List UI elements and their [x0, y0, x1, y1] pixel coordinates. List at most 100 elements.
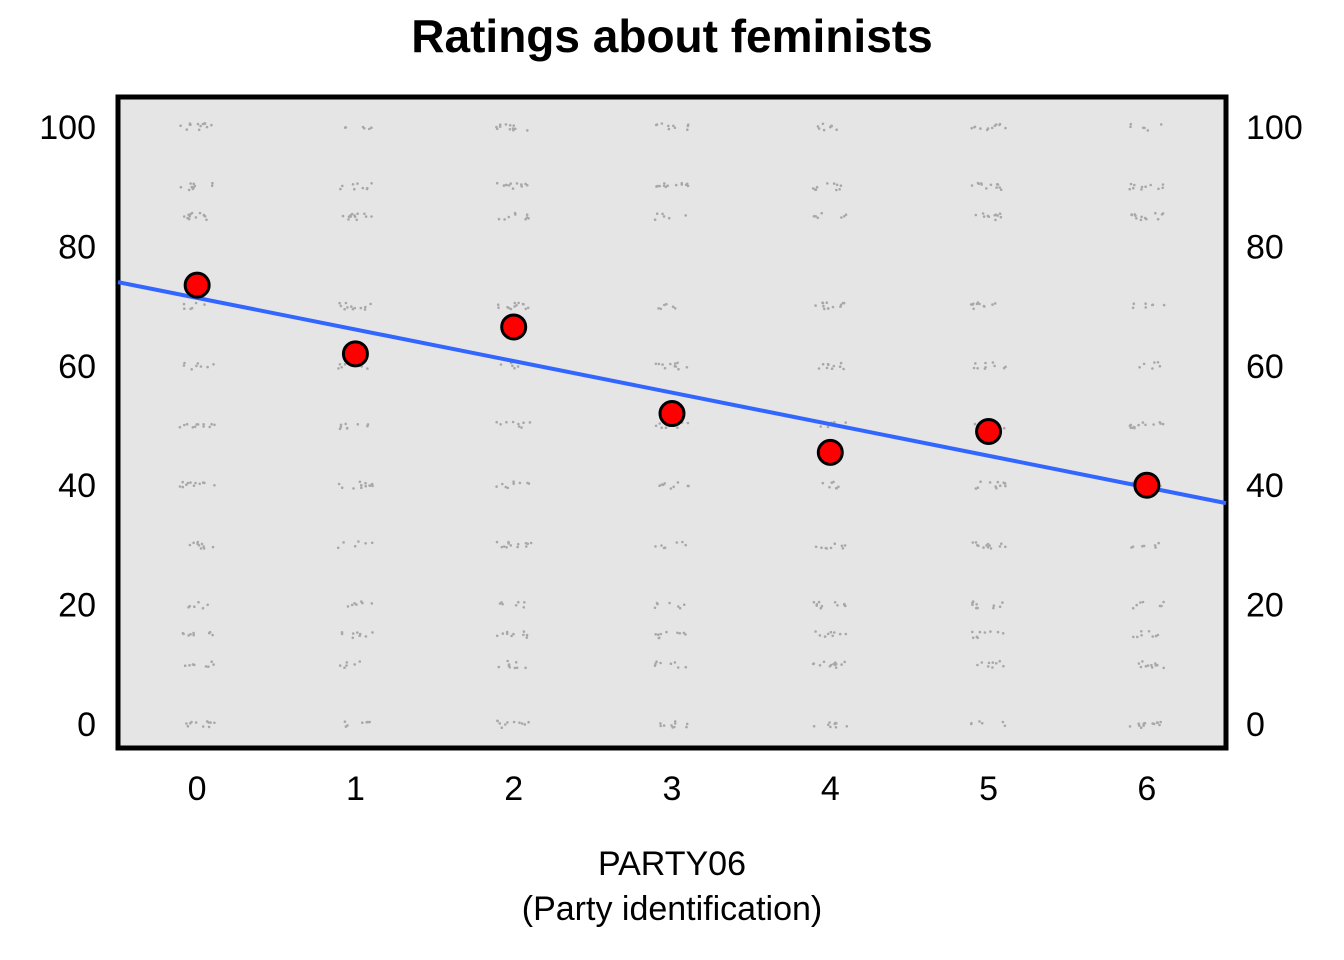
jitter-dot: [661, 212, 664, 216]
x-tick-1: 1: [346, 770, 365, 808]
jitter-dot: [512, 632, 515, 636]
jitter-dot: [655, 660, 658, 663]
jitter-dot: [511, 127, 515, 130]
jitter-dot: [999, 215, 1003, 219]
jitter-dot: [1002, 664, 1005, 668]
jitter-dot: [993, 214, 996, 217]
y-tick-left-20: 20: [58, 587, 96, 625]
jitter-dot: [684, 665, 688, 669]
jitter-dot: [361, 186, 365, 190]
jitter-dot: [525, 633, 529, 637]
jitter-dot: [817, 127, 821, 130]
jitter-dot: [353, 214, 356, 217]
jitter-dot: [498, 722, 502, 725]
jitter-dot: [370, 541, 374, 545]
jitter-dot: [838, 365, 842, 369]
jitter-dot: [844, 213, 848, 216]
jitter-dot: [527, 720, 530, 724]
jitter-dot: [835, 183, 839, 187]
jitter-dot: [687, 484, 690, 488]
jitter-dot: [1133, 425, 1136, 429]
jitter-dot: [816, 216, 820, 220]
jitter-dot: [338, 363, 342, 366]
jitter-dot: [182, 215, 186, 218]
jitter-dot: [827, 307, 830, 310]
jitter-dot: [514, 604, 518, 607]
jitter-dot: [976, 486, 980, 490]
jitter-dot: [185, 128, 189, 131]
jitter-dot: [684, 633, 687, 636]
jitter-dot: [197, 600, 200, 604]
jitter-dot: [991, 666, 994, 669]
jitter-dot: [363, 308, 367, 311]
jitter-dot: [833, 542, 837, 545]
jitter-dot: [827, 723, 830, 727]
jitter-dot: [500, 726, 504, 729]
jitter-dot: [497, 665, 501, 669]
jitter-dot: [1001, 632, 1005, 635]
jitter-dot: [343, 666, 346, 669]
chart-title: Ratings about feminists: [411, 10, 932, 62]
jitter-dot: [364, 305, 367, 309]
jitter-dot: [499, 363, 503, 366]
jitter-dot: [502, 184, 506, 187]
jitter-dot: [183, 664, 187, 667]
jitter-dot: [673, 722, 677, 725]
jitter-dot: [820, 546, 823, 549]
jitter-dot: [495, 634, 499, 638]
jitter-dot: [822, 660, 826, 664]
jitter-dot: [1133, 183, 1136, 187]
jitter-dot: [337, 482, 341, 486]
jitter-dot: [1153, 361, 1156, 364]
jitter-dot: [975, 603, 978, 606]
jitter-dot: [1144, 185, 1147, 188]
jitter-dot: [666, 184, 669, 187]
jitter-dot: [498, 123, 502, 126]
jitter-dot: [1132, 186, 1135, 190]
jitter-dot: [1157, 187, 1160, 191]
jitter-dot: [1128, 725, 1132, 728]
jitter-dot: [525, 213, 529, 216]
jitter-dot: [821, 122, 825, 126]
jitter-dot: [970, 184, 974, 187]
jitter-dot: [655, 123, 659, 126]
jitter-dot: [194, 216, 198, 219]
jitter-dot: [982, 304, 986, 308]
jitter-dot: [1162, 666, 1165, 670]
jitter-dot: [993, 302, 997, 305]
jitter-dot: [182, 302, 186, 306]
jitter-dot: [667, 216, 671, 220]
jitter-dot: [844, 421, 847, 424]
data-point-4: [816, 438, 844, 466]
jitter-dot: [819, 425, 822, 428]
jitter-dot: [513, 305, 516, 308]
jitter-dot: [656, 184, 659, 188]
jitter-dot: [202, 423, 205, 426]
jitter-dot: [826, 425, 830, 429]
jitter-dot: [830, 124, 833, 128]
jitter-dot: [817, 367, 821, 370]
jitter-dot: [834, 726, 838, 729]
jitter-dot: [1161, 212, 1165, 215]
jitter-dot: [829, 725, 832, 729]
jitter-dot: [981, 212, 985, 215]
jitter-dot: [497, 217, 501, 221]
jitter-dot: [816, 125, 820, 128]
jitter-dot: [371, 631, 374, 634]
jitter-dot: [674, 183, 678, 187]
jitter-dot: [495, 540, 499, 544]
jitter-dot: [1129, 125, 1132, 129]
jitter-dot: [1144, 423, 1147, 427]
jitter-dot: [812, 724, 816, 728]
jitter-dot: [834, 661, 837, 664]
jitter-dot: [1003, 724, 1007, 728]
jitter-dot: [522, 421, 525, 425]
jitter-dot: [1133, 213, 1136, 216]
jitter-dot: [845, 725, 849, 728]
jitter-dot: [189, 212, 192, 216]
jitter-dot: [989, 547, 993, 550]
jitter-dot: [976, 606, 979, 610]
jitter-dot: [213, 423, 216, 427]
jitter-dot: [359, 306, 363, 310]
